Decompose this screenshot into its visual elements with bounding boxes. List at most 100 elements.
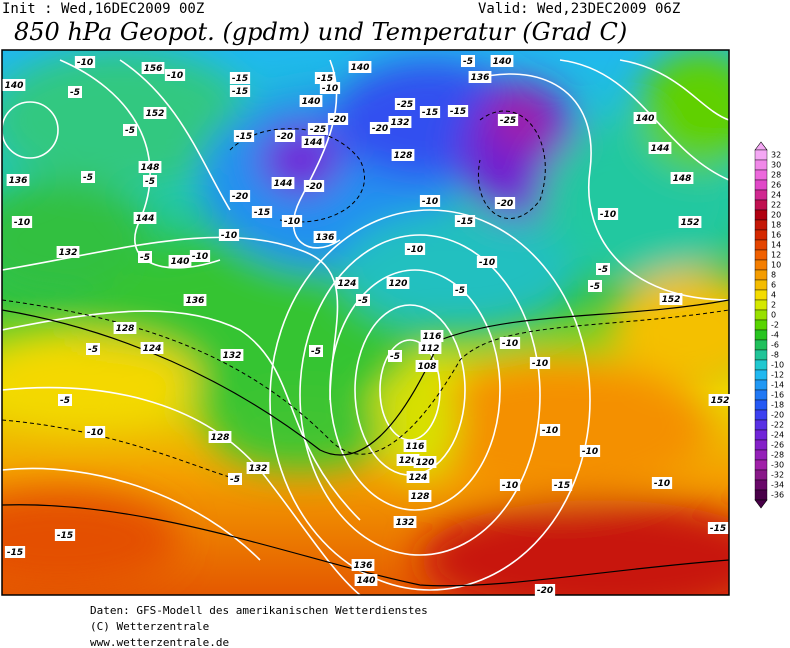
geopotential-label: 144 (274, 179, 293, 189)
temperature-label-box (303, 180, 325, 192)
temperature-label-box (4, 546, 26, 558)
temperature-label-box (251, 206, 273, 218)
temperature-label-box (394, 98, 416, 110)
geopotential-label-box (143, 107, 167, 119)
map-title: 850 hPa Geopot. (gpdm) und Temperatur (G… (14, 18, 627, 46)
scale-label: -32 (771, 471, 784, 480)
geopotential-label: 132 (391, 118, 410, 128)
scale-label: -14 (771, 381, 784, 390)
scale-swatch (754, 419, 768, 431)
scale-label: -12 (771, 371, 784, 380)
geopotential-label: 136 (471, 73, 490, 83)
geopotential-label: 144 (136, 214, 155, 224)
scale-swatch (754, 369, 768, 381)
scale-swatch (754, 379, 768, 391)
scale-swatch (754, 339, 768, 351)
temperature-label: -10 (542, 426, 558, 436)
geopotential-label-box (138, 161, 162, 173)
temperature-label-box (229, 190, 251, 202)
scale-label: -4 (771, 331, 779, 340)
temperature-label: -5 (463, 57, 473, 67)
geopotential-label-box (678, 216, 702, 228)
geopotential-label: 140 (636, 114, 655, 124)
geopotential-label: 108 (418, 362, 437, 372)
temperature-label-box (588, 280, 602, 292)
temperature-label-box (494, 197, 516, 209)
temperature-label-box (189, 250, 211, 262)
geopotential-label: 156 (144, 64, 163, 74)
temperature-label: -10 (77, 58, 93, 68)
scale-label: -8 (771, 351, 779, 360)
temperature-label: -15 (554, 481, 570, 491)
geopotential-label: 152 (146, 109, 165, 119)
temperature-label: -10 (192, 252, 208, 262)
geopotential-label: 136 (354, 561, 373, 571)
scale-label: -10 (771, 361, 784, 370)
temperature-label: -10 (284, 217, 300, 227)
scale-label: 12 (771, 251, 781, 260)
geopotential-label-box (348, 61, 372, 73)
geopotential-label-box (133, 212, 157, 224)
geopotential-label-box (6, 174, 30, 186)
temperature-label: -20 (330, 115, 346, 125)
scale-label: 0 (771, 311, 776, 320)
geopotential-label-box (388, 116, 412, 128)
scale-swatch (754, 399, 768, 411)
temperature-label: -10 (582, 447, 598, 457)
temperature-label-box (497, 114, 519, 126)
geopotential-label-box (183, 294, 207, 306)
website: www.wetterzentrale.de (90, 636, 229, 648)
geopotential-label: 112 (421, 344, 440, 354)
temperature-label-box (404, 243, 426, 255)
temperature-label: -10 (502, 339, 518, 349)
temperature-label: -5 (358, 296, 368, 306)
temperature-label-box (579, 445, 601, 457)
temperature-label: -5 (311, 347, 321, 357)
geopotential-label: 148 (141, 163, 160, 173)
scale-swatch (754, 429, 768, 441)
temperature-label: -25 (310, 125, 326, 135)
geopotential-label: 140 (302, 97, 321, 107)
scale-label: -30 (771, 461, 784, 470)
temperature-label-box (454, 215, 476, 227)
temperature-zero-lines (2, 299, 729, 587)
scale-swatch (754, 439, 768, 451)
temperature-label: -10 (502, 481, 518, 491)
geopotential-label: 120 (389, 279, 408, 289)
data-source: Daten: GFS-Modell des amerikanischen Wet… (90, 604, 428, 617)
geopotential-label: 132 (59, 248, 78, 258)
geopotential-label: 116 (406, 442, 425, 452)
geopotential-label-box (208, 431, 232, 443)
scale-label: -16 (771, 391, 784, 400)
temperature-label-box (81, 171, 95, 183)
temperature-label-box (314, 72, 336, 84)
temperature-label: -5 (125, 126, 135, 136)
geopotential-label-box (113, 322, 137, 334)
temperature-label-box (11, 216, 33, 228)
temperature-label: -15 (317, 74, 333, 84)
scale-swatch (754, 179, 768, 191)
scale-label: 8 (771, 271, 776, 280)
temperature-label-box (597, 208, 619, 220)
geopotential-label-box (403, 440, 427, 452)
geopotential-label: 124 (143, 344, 162, 354)
temperature-label: -5 (145, 177, 155, 187)
geopotential-label: 120 (399, 456, 418, 466)
temperature-label-box (84, 426, 106, 438)
temperature-label-box (233, 130, 255, 142)
geopotential-label-box (413, 456, 437, 468)
geopotential-label-box (301, 136, 325, 148)
geopotential-label-box (299, 95, 323, 107)
scale-label: 10 (771, 261, 781, 270)
temperature-label: -20 (537, 586, 553, 596)
scale-label: 32 (771, 151, 781, 160)
temperature-label-box (218, 229, 240, 241)
geopotential-label: 140 (351, 63, 370, 73)
scale-swatch (754, 359, 768, 371)
scale-label: 22 (771, 201, 781, 210)
temperature-label: -5 (590, 282, 600, 292)
geopotential-label-box (418, 342, 442, 354)
temperature-label: -15 (450, 107, 466, 117)
temperature-label: -25 (397, 100, 413, 110)
scale-label: -26 (771, 441, 784, 450)
